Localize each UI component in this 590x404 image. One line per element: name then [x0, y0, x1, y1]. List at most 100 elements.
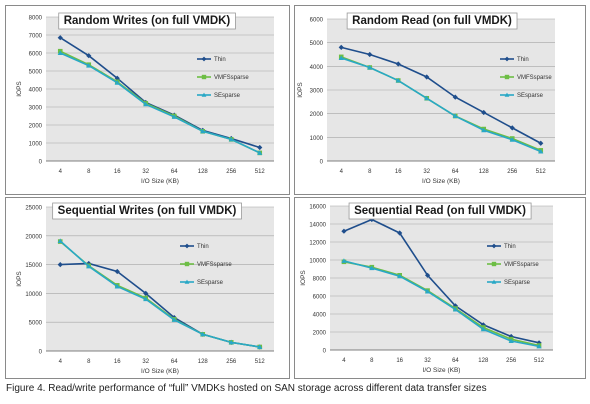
legend-label: VMFSsparse [517, 75, 552, 81]
chart-title-box: Random Writes (on full VMDK) [58, 12, 236, 30]
legend-marker [201, 92, 207, 97]
y-tick-label: 14000 [309, 223, 326, 229]
x-tick-label: 8 [87, 359, 91, 365]
data-point-sesparse [509, 137, 515, 142]
y-axis-title: IOPS [16, 81, 23, 97]
y-tick-label: 6000 [310, 18, 324, 24]
y-tick-label: 7000 [29, 34, 43, 40]
x-tick-label: 16 [114, 169, 121, 175]
data-point-thin [538, 140, 544, 146]
data-point-sesparse [143, 296, 149, 302]
legend-label: VMFSsparse [504, 262, 539, 268]
data-point-thin [536, 340, 542, 346]
y-tick-label: 0 [323, 349, 327, 355]
y-tick-label: 5000 [29, 70, 43, 76]
y-tick-label: 16000 [309, 205, 326, 211]
y-tick-label: 2000 [310, 112, 324, 118]
x-tick-label: 128 [198, 169, 209, 175]
data-point-sesparse [171, 317, 177, 322]
x-tick-label: 32 [142, 359, 149, 365]
chart-title-box: Sequential Read (on full VMDK) [348, 202, 532, 220]
legend-marker [491, 279, 497, 284]
x-tick-label: 32 [142, 169, 149, 175]
y-tick-label: 4000 [313, 313, 327, 319]
x-tick-label: 256 [226, 359, 237, 365]
x-tick-label: 16 [395, 169, 402, 175]
chart-title: Sequential Writes (on full VMDK) [58, 205, 237, 217]
x-tick-label: 32 [423, 169, 430, 175]
y-tick-label: 5000 [29, 321, 43, 327]
chart-panel-1: 0 1000 2000 3000 4000 5000 6000 7000 8000 4 8 16 32 6… [5, 5, 290, 195]
chart-title-frame [346, 12, 518, 30]
data-point-sesparse [369, 265, 375, 271]
series-line-sesparse [59, 52, 261, 154]
data-point-sesparse [86, 263, 92, 269]
data-point-thin [424, 74, 430, 80]
data-point-sesparse [480, 326, 486, 332]
data-point-sesparse [86, 63, 92, 68]
data-point-sesparse [452, 113, 458, 119]
x-tick-label: 256 [506, 358, 517, 364]
x-tick-label: 16 [396, 358, 403, 364]
legend-label: SEsparse [197, 280, 224, 286]
data-point-sesparse [367, 64, 373, 70]
chart-title: Random Read (on full VMDK) [352, 15, 512, 27]
data-point-sesparse [257, 344, 263, 349]
y-tick-label: 5000 [310, 41, 324, 47]
x-tick-label: 128 [479, 169, 490, 175]
chart-title-frame [58, 12, 236, 30]
series-line-thin [341, 46, 542, 144]
y-tick-label: 1000 [29, 142, 43, 148]
legend-marker [201, 74, 207, 80]
x-tick-label: 256 [507, 169, 518, 175]
x-axis-title: I/O Size (KB) [423, 367, 461, 374]
legend-label: Thin [197, 244, 209, 250]
data-point-thin [395, 61, 401, 67]
x-tick-label: 512 [536, 169, 547, 175]
series-line-thin [343, 218, 540, 344]
legend-marker [184, 261, 190, 267]
legend-label: VMFSsparse [214, 75, 249, 81]
y-tick-label: 20000 [25, 234, 42, 240]
y-axis-title: IOPS [16, 271, 23, 287]
data-point-thin [114, 75, 120, 81]
data-point-sesparse [397, 273, 403, 279]
x-tick-label: 32 [424, 358, 431, 364]
data-point-thin [452, 94, 458, 100]
data-point-sesparse [200, 331, 206, 337]
x-axis-title: I/O Size (KB) [422, 178, 460, 185]
data-point-sesparse [452, 306, 459, 312]
x-axis-title: I/O Size (KB) [141, 368, 179, 375]
data-point-sesparse [341, 258, 347, 263]
x-tick-label: 8 [87, 169, 91, 175]
legend-label: Thin [214, 57, 226, 63]
data-point-sesparse [143, 101, 149, 107]
data-point-sesparse [114, 80, 120, 85]
data-point-sesparse [481, 127, 487, 133]
y-tick-label: 0 [39, 160, 43, 166]
legend-label: Thin [504, 244, 516, 250]
x-tick-label: 4 [340, 169, 344, 175]
y-tick-label: 3000 [29, 106, 43, 112]
x-tick-label: 64 [171, 359, 178, 365]
x-axis-title: I/O Size (KB) [141, 178, 179, 185]
legend-marker [184, 243, 190, 249]
data-point-sesparse [257, 150, 263, 155]
series-line-sesparse [340, 57, 542, 153]
x-tick-label: 128 [198, 359, 209, 365]
data-point-sesparse [338, 55, 344, 61]
chart-title-box: Sequential Writes (on full VMDK) [52, 202, 242, 220]
y-tick-label: 6000 [29, 52, 43, 58]
x-tick-label: 512 [255, 359, 266, 365]
series-line-sesparse [343, 260, 540, 348]
y-tick-label: 0 [39, 350, 43, 356]
y-axis-title: IOPS [300, 270, 307, 286]
data-point-sesparse [228, 136, 234, 142]
y-tick-label: 1000 [310, 136, 324, 142]
y-tick-label: 10000 [309, 259, 326, 265]
data-point-sesparse [228, 339, 234, 345]
data-point-thin [257, 144, 263, 151]
chart-panel-2: 0 1000 2000 3000 4000 5000 6000 4 8 16 32 64 128 256 5… [294, 5, 586, 195]
legend-label: SEsparse [214, 93, 241, 99]
